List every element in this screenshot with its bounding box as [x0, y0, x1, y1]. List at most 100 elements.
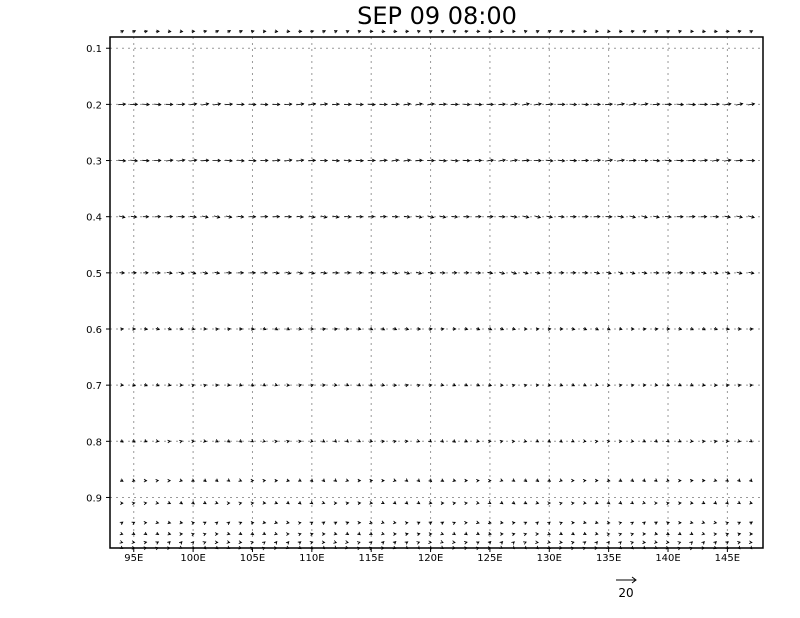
vector-head [749, 327, 754, 331]
vector-arrow [274, 500, 279, 505]
vector-arrow [178, 545, 183, 549]
vector-head [227, 30, 232, 34]
vector-shaft [569, 103, 577, 105]
vector-head [725, 545, 729, 550]
vector-head [713, 532, 718, 536]
vector-arrow [416, 478, 421, 483]
vector-arrow [570, 541, 575, 545]
vector-arrow [308, 158, 317, 163]
vector-arrow [357, 29, 362, 34]
vector-arrow [155, 546, 159, 551]
vector-arrow [689, 271, 696, 275]
vector-head [523, 500, 528, 505]
vector-head [643, 271, 648, 275]
vector-arrow [678, 520, 682, 525]
vector-arrow [571, 29, 576, 34]
vector-arrow [535, 30, 540, 34]
vector-arrow [404, 541, 409, 545]
vector-arrow [653, 271, 660, 275]
vector-head [677, 546, 682, 551]
vector-head [215, 30, 220, 34]
vector-head [559, 540, 563, 544]
vector-head [419, 158, 423, 163]
vector-head [428, 383, 433, 388]
vector-arrow [582, 271, 589, 275]
vector-arrow [393, 327, 398, 331]
vector-head [630, 383, 635, 388]
vector-head [167, 531, 172, 536]
vector-arrow [701, 500, 706, 505]
vector-arrow [582, 541, 587, 545]
vector-arrow [630, 541, 634, 545]
vector-head [393, 327, 398, 331]
vector-head [214, 540, 219, 545]
vector-arrow [226, 501, 231, 505]
vector-arrow [523, 29, 528, 34]
vector-arrow [178, 214, 186, 219]
vector-arrow [417, 327, 422, 331]
vector-head [488, 29, 493, 34]
vector-arrow [310, 383, 315, 388]
vector-arrow [381, 546, 385, 550]
vector-head [312, 158, 317, 163]
vector-head [666, 383, 670, 387]
vector-arrow [332, 158, 340, 163]
vector-head [689, 439, 694, 443]
vector-head [571, 29, 576, 34]
vector-shaft [427, 272, 434, 274]
vector-arrow [475, 500, 480, 505]
vector-arrow [464, 478, 469, 483]
vector-head [240, 271, 245, 275]
vector-shaft [462, 103, 470, 105]
vector-shaft [190, 271, 196, 275]
vector-head [250, 546, 254, 551]
y-tick-label: 0.2 [86, 100, 102, 111]
vector-arrow [464, 501, 468, 506]
vector-shaft [487, 271, 493, 274]
vector-head [606, 439, 611, 444]
x-tick-label: 135E [596, 553, 621, 564]
vector-arrow [630, 327, 635, 331]
vector-head [345, 540, 349, 544]
vector-head [582, 501, 587, 505]
vector-head [274, 29, 279, 34]
vector-arrow [167, 478, 172, 483]
vector-arrow [511, 439, 516, 444]
vector-arrow [618, 545, 623, 550]
vector-arrow [677, 271, 684, 275]
vector-arrow [476, 520, 480, 525]
vector-arrow [120, 327, 125, 331]
vector-head [226, 521, 231, 525]
vector-arrow [225, 102, 234, 107]
y-tick-labels: 0.10.20.30.40.50.60.70.80.9 [86, 44, 110, 504]
vector-arrow [711, 158, 720, 163]
vector-arrow [309, 500, 314, 505]
vector-arrow [309, 478, 314, 483]
vector-shaft [284, 103, 292, 105]
vector-arrow [368, 214, 376, 219]
vector-head [204, 215, 209, 219]
vector-shaft [309, 271, 315, 274]
vector-arrow [345, 545, 349, 550]
vector-arrow [688, 158, 697, 163]
vector-arrow [143, 327, 149, 331]
vector-arrow [521, 102, 530, 106]
vector-head [143, 478, 148, 483]
vector-head [324, 102, 328, 107]
vector-head [644, 102, 649, 106]
vector-head [146, 158, 150, 163]
vector-arrow [381, 327, 386, 331]
vector-arrow [298, 439, 302, 444]
vector-arrow [118, 215, 126, 219]
vector-arrow [688, 102, 697, 107]
vector-head [309, 478, 314, 483]
vector-arrow [333, 327, 339, 331]
vector-arrow [333, 545, 337, 549]
vector-head [286, 520, 290, 525]
vector-arrow [535, 540, 539, 544]
vector-head [594, 478, 599, 483]
vector-head [692, 102, 697, 107]
vector-arrow [416, 500, 421, 505]
vector-shaft [404, 271, 410, 275]
vector-head [214, 545, 219, 550]
